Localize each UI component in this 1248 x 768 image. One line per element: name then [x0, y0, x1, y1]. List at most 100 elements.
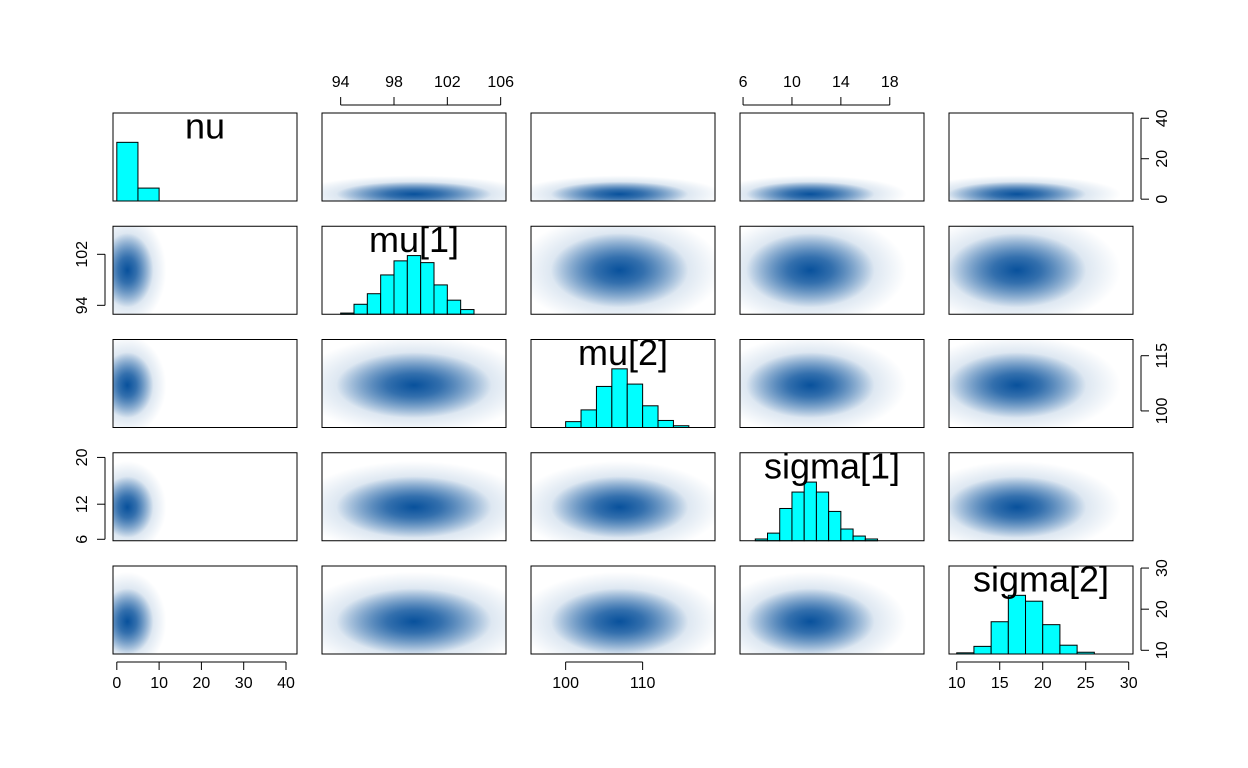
tick-label: 100: [1154, 397, 1171, 424]
panel: [948, 452, 1134, 542]
density-cloud: [322, 461, 506, 541]
hist-bar: [611, 368, 628, 429]
hist-bar: [815, 491, 830, 542]
density-cloud: [531, 571, 715, 654]
hist-bar: [803, 481, 817, 542]
tick-label: 10: [783, 74, 801, 91]
hist-bar: [990, 621, 1009, 655]
density-cloud: [740, 339, 907, 428]
panel-border: [530, 225, 716, 315]
variable-label: sigma[1]: [764, 445, 900, 486]
hist-bar: [137, 187, 160, 202]
panel-border: [112, 225, 298, 315]
hist-bar: [1025, 600, 1044, 655]
density-core: [336, 588, 492, 654]
tick-label: 102: [74, 241, 91, 268]
density-cloud: [113, 571, 167, 654]
hist-bar: [840, 528, 854, 542]
panel: [739, 339, 925, 428]
hist-bar: [767, 532, 781, 542]
tick-label: 18: [881, 74, 899, 91]
density-core: [113, 352, 154, 419]
hist-bar: [779, 507, 793, 542]
density-core: [746, 181, 875, 201]
density-core: [550, 476, 689, 538]
tick-label: 100: [552, 675, 579, 692]
panel-border: [739, 112, 925, 202]
density-core: [746, 233, 875, 308]
variable-label: nu: [185, 106, 225, 147]
panel: [530, 565, 716, 655]
tick-label: 30: [1120, 675, 1138, 692]
panel: [321, 112, 507, 202]
variable-label: mu[2]: [578, 332, 668, 373]
panel-border: [739, 452, 925, 542]
panel-border: [321, 339, 507, 428]
tick-label: 94: [332, 74, 350, 91]
panel: [112, 452, 298, 542]
panel: [530, 112, 716, 202]
panel: [112, 225, 298, 315]
density-core: [336, 476, 492, 538]
tick-label: 20: [1154, 600, 1171, 618]
hist-bar: [446, 299, 462, 315]
density-cloud: [531, 175, 715, 201]
density-core: [113, 588, 154, 654]
tick-label: 10: [948, 675, 966, 692]
panel: sigma[1]: [739, 445, 925, 542]
panel: [112, 339, 298, 428]
panel-border: [530, 565, 716, 655]
panel: [530, 452, 716, 542]
hist-bar: [393, 260, 408, 315]
hist-bar: [565, 421, 582, 428]
density-cloud: [740, 175, 907, 201]
hist-bar: [642, 405, 659, 429]
panel: nu: [112, 106, 298, 202]
tick-label: 20: [1034, 675, 1052, 692]
density-cloud: [531, 461, 715, 541]
density-core: [550, 588, 689, 654]
hist-bar: [595, 385, 613, 428]
density-cloud: [322, 571, 506, 654]
tick-label: 106: [487, 74, 514, 91]
hist-bar: [828, 510, 842, 542]
density-cloud: [322, 175, 506, 201]
panel: [321, 565, 507, 655]
tick-label: 102: [434, 74, 461, 91]
panel-border: [948, 225, 1134, 315]
density-core: [336, 352, 492, 419]
panel-border: [948, 339, 1134, 428]
hist-bar: [657, 419, 674, 428]
density-core: [949, 233, 1087, 308]
density-cloud: [740, 571, 907, 654]
panel: [321, 452, 507, 542]
tick-label: 98: [385, 74, 403, 91]
tick-label: 12: [74, 495, 91, 513]
panel: [739, 565, 925, 655]
hist-bar: [973, 645, 992, 655]
tick-label: 110: [630, 675, 656, 692]
density-core: [113, 476, 154, 538]
tick-label: 0: [1154, 195, 1171, 204]
panel: mu[1]: [321, 219, 507, 315]
tick-label: 30: [1154, 559, 1171, 577]
panel-border: [948, 565, 1134, 655]
tick-label: 15: [991, 675, 1009, 692]
density-core: [746, 352, 875, 419]
density-cloud: [949, 339, 1121, 428]
density-core: [949, 476, 1087, 538]
tick-label: 40: [1154, 109, 1171, 127]
panel-border: [948, 452, 1134, 542]
density-cloud: [113, 339, 167, 428]
variable-label: sigma[2]: [973, 559, 1109, 600]
panel-border: [530, 339, 716, 428]
hist-bar: [433, 284, 448, 315]
hist-bar: [460, 309, 475, 315]
tick-label: 6: [739, 74, 748, 91]
density-core: [113, 233, 154, 308]
tick-label: 0: [112, 675, 121, 692]
panel-border: [112, 112, 298, 202]
density-cloud: [322, 339, 506, 428]
density-core: [949, 181, 1087, 201]
